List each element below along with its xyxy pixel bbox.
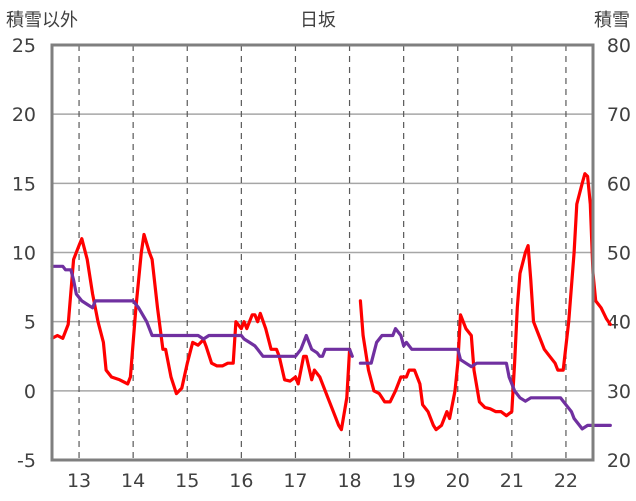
x-tick-label: 17 [283, 470, 307, 492]
left-tick-label: 25 [12, 35, 36, 57]
left-tick-label: 20 [12, 104, 36, 126]
x-tick-label: 20 [446, 470, 470, 492]
left-tick-label: 15 [12, 173, 36, 195]
x-tick-label: 19 [392, 470, 416, 492]
data-lines [50, 172, 612, 432]
right-tick-label: 20 [607, 450, 631, 472]
x-tick-label: 15 [175, 470, 199, 492]
snow-depth-line [358, 327, 612, 431]
x-tick-label: 21 [500, 470, 524, 492]
plot-frame [50, 43, 595, 462]
chart-title: 日坂 [300, 10, 336, 31]
x-tick-label: 16 [229, 470, 253, 492]
right-tick-label: 80 [607, 35, 631, 57]
right-tick-label: 50 [607, 243, 631, 265]
right-tick-label: 70 [607, 104, 631, 126]
left-tick-label: 10 [12, 243, 36, 265]
left-axis-line [50, 232, 352, 432]
right-tick-label: 40 [607, 312, 631, 334]
right-tick-label: 30 [607, 381, 631, 403]
snow-depth-line [50, 264, 354, 358]
left-tick-label: 5 [24, 312, 36, 334]
x-tick-label: 13 [67, 470, 91, 492]
x-tick-label: 22 [554, 470, 578, 492]
left-axis-line [358, 172, 612, 432]
x-tick-label: 14 [121, 470, 145, 492]
x-tick-label: 18 [337, 470, 361, 492]
right-axis-header: 積雪 [594, 10, 630, 31]
left-axis-header: 積雪以外 [6, 10, 78, 31]
left-tick-label: 0 [24, 381, 36, 403]
right-tick-label: 60 [607, 173, 631, 195]
left-tick-label: -5 [17, 450, 36, 472]
